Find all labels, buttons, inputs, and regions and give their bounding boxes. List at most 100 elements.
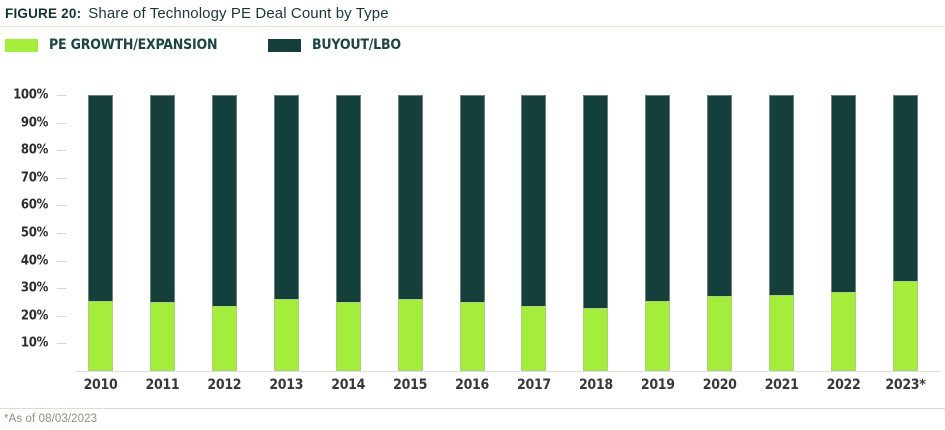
bar-segment-pe-growth [707,296,733,371]
bar-segment-pe-growth [88,300,113,371]
bar-segment-buyout-lbo [397,95,423,300]
bar-segment-pe-growth [397,299,423,371]
y-tick-mark [57,260,66,262]
x-label-cell: 2018 [579,377,613,397]
bar-2012 [211,95,237,371]
y-tick-label: 20% [20,308,48,324]
x-label-cell: 2015 [393,377,427,397]
x-axis-label: 2022 [826,377,861,393]
bar-segment-buyout-lbo [149,95,175,302]
bar-segment-pe-growth [459,302,485,371]
bar-2021 [769,95,795,371]
figure-header: FIGURE 20: Share of Technology PE Deal Co… [0,0,945,27]
bar-2011 [149,95,175,371]
y-tick-mark [57,205,66,207]
x-label-cell: 2019 [641,377,675,397]
y-tick-label: 10% [20,335,48,351]
bar-segment-buyout-lbo [645,95,671,301]
x-label-cell: 2014 [331,377,365,397]
bar-segment-pe-growth [769,295,795,371]
x-axis-label: 2015 [393,377,428,393]
bar-segment-buyout-lbo [583,95,609,308]
legend-swatch-pe-growth-icon [5,38,38,52]
chart-legend: PE GROWTH/EXPANSION BUYOUT/LBO [0,37,945,53]
x-axis-labels: 2010 2011 2012 2013 2014 2015 2016 2017 2018 2019… [84,377,926,397]
x-label-cell: 2012 [207,377,241,397]
y-tick-mark [57,177,66,179]
y-tick-mark [57,122,66,124]
bar-segment-buyout-lbo [211,95,237,307]
bar-segment-pe-growth [892,281,918,371]
y-tick-label: 60% [20,197,48,213]
bar-segment-buyout-lbo [88,95,113,301]
x-label-cell: 2016 [455,377,489,397]
bar-segment-pe-growth [583,307,609,371]
bar-2015 [397,95,423,371]
bar-segment-buyout-lbo [335,95,361,302]
bar-2022 [831,95,857,371]
y-tick-mark [57,288,66,290]
bar-segment-pe-growth [149,302,175,371]
x-axis-label: 2021 [764,377,799,393]
bar-2019 [645,95,671,371]
y-tick-mark [57,95,66,96]
x-axis-label: 2019 [640,377,675,393]
bar-segment-pe-growth [335,302,361,371]
x-label-cell: 2020 [703,377,737,397]
y-tick-mark [57,150,66,152]
y-tick-label: 100% [13,87,48,103]
x-label-cell: 2010 [84,377,118,397]
y-tick-label: 40% [20,253,48,269]
bar-segment-pe-growth [211,306,237,371]
y-tick-mark [57,233,66,234]
x-axis-baseline [76,371,941,372]
bar-segment-buyout-lbo [769,95,795,296]
x-axis-label: 2018 [578,377,613,393]
x-axis-label: 2012 [207,377,242,393]
x-label-cell: 2023* [885,377,925,397]
y-tick-label: 30% [20,280,48,296]
bar-2016 [459,95,485,371]
bar-segment-buyout-lbo [831,95,857,293]
bar-2014 [335,95,361,371]
footnote: *As of 08/03/2023 [4,413,98,425]
y-tick-mark [57,315,66,317]
y-tick-label: 50% [20,225,48,241]
x-label-cell: 2011 [145,377,179,397]
bar-segment-buyout-lbo [459,95,485,302]
legend-item-buyout-lbo: BUYOUT/LBO [268,37,401,53]
bar-2020 [707,95,733,371]
x-label-cell: 2013 [269,377,303,397]
y-tick-label: 90% [20,115,48,131]
bar-segment-pe-growth [645,300,671,371]
x-label-cell: 2021 [765,377,799,397]
bar-2023 [892,95,918,371]
legend-label-buyout-lbo: BUYOUT/LBO [312,37,401,53]
bar-segment-buyout-lbo [273,95,299,300]
x-axis-label: 2014 [331,377,366,393]
legend-label-pe-growth: PE GROWTH/EXPANSION [49,37,218,53]
x-axis-label: 2016 [455,377,489,393]
x-axis-label: 2023* [885,377,926,393]
bars-container [88,95,918,371]
y-tick-label: 70% [20,170,48,186]
y-tick-mark [57,343,66,345]
x-axis-label: 2010 [83,377,118,393]
x-axis-label: 2017 [517,377,551,393]
bottom-divider [0,408,945,409]
chart-plot-area: 10% 20% 30% 40% 50% 60% 70% 80% 90% 100% 2010 2011… [0,81,945,395]
bar-segment-pe-growth [273,299,299,371]
bar-segment-pe-growth [831,292,857,371]
bar-2018 [583,95,609,371]
figure-label: FIGURE 20: [5,6,82,21]
bar-segment-buyout-lbo [892,95,918,282]
x-label-cell: 2022 [827,377,861,397]
x-label-cell: 2017 [517,377,551,397]
bar-2013 [273,95,299,371]
figure-title: Share of Technology PE Deal Count by Typ… [88,5,389,22]
legend-item-pe-growth: PE GROWTH/EXPANSION [5,37,218,53]
bar-segment-buyout-lbo [707,95,733,297]
legend-swatch-buyout-lbo-icon [268,38,301,52]
bar-2010 [88,95,113,371]
